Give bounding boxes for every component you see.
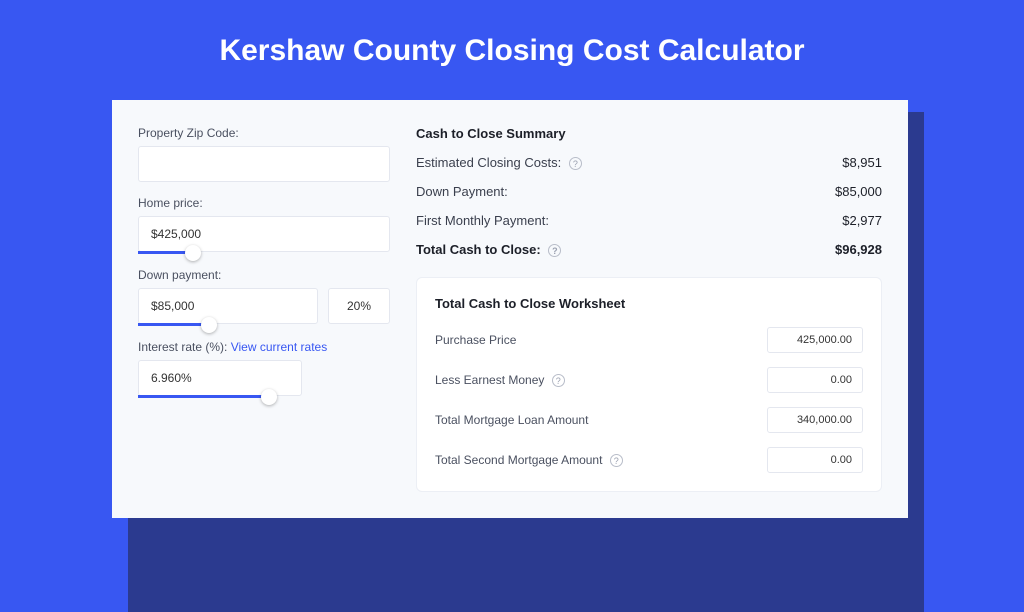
summary-label: First Monthly Payment:	[416, 213, 549, 228]
slider-thumb-icon[interactable]	[185, 245, 201, 261]
home-price-input[interactable]: $425,000	[138, 216, 390, 252]
summary-title: Cash to Close Summary	[416, 126, 882, 141]
worksheet-label: Total Mortgage Loan Amount	[435, 413, 588, 427]
page-title: Kershaw County Closing Cost Calculator	[0, 0, 1024, 92]
zip-input[interactable]	[138, 146, 390, 182]
summary-row-down-payment: Down Payment: $85,000	[416, 184, 882, 199]
down-payment-group: Down payment: $85,000 20%	[138, 268, 390, 326]
worksheet-row-second-mortgage: Total Second Mortgage Amount ? 0.00	[435, 447, 863, 473]
summary-row-closing-costs: Estimated Closing Costs: ? $8,951	[416, 155, 882, 170]
view-rates-link[interactable]: View current rates	[231, 340, 328, 354]
slider-thumb-icon[interactable]	[201, 317, 217, 333]
home-price-group: Home price: $425,000	[138, 196, 390, 254]
down-payment-amount-input[interactable]: $85,000	[138, 288, 318, 324]
worksheet-row-earnest-money: Less Earnest Money ? 0.00	[435, 367, 863, 393]
worksheet-row-loan-amount: Total Mortgage Loan Amount 340,000.00	[435, 407, 863, 433]
summary-label: Estimated Closing Costs:	[416, 155, 561, 170]
summary-value: $2,977	[842, 213, 882, 228]
worksheet-value[interactable]: 340,000.00	[767, 407, 863, 433]
worksheet-value[interactable]: 425,000.00	[767, 327, 863, 353]
worksheet-title: Total Cash to Close Worksheet	[435, 296, 863, 311]
inputs-column: Property Zip Code: Home price: $425,000 …	[138, 126, 390, 492]
worksheet-label: Total Second Mortgage Amount	[435, 453, 602, 467]
interest-rate-label-text: Interest rate (%):	[138, 340, 227, 354]
summary-row-first-payment: First Monthly Payment: $2,977	[416, 213, 882, 228]
help-icon[interactable]: ?	[610, 454, 623, 467]
help-icon[interactable]: ?	[569, 157, 582, 170]
calculator-card: Property Zip Code: Home price: $425,000 …	[112, 100, 908, 518]
worksheet-label: Less Earnest Money	[435, 373, 544, 387]
home-price-slider[interactable]	[138, 251, 193, 254]
summary-total-value: $96,928	[835, 242, 882, 257]
help-icon[interactable]: ?	[552, 374, 565, 387]
summary-total-label: Total Cash to Close:	[416, 242, 541, 257]
slider-thumb-icon[interactable]	[261, 389, 277, 405]
summary-value: $85,000	[835, 184, 882, 199]
interest-rate-group: Interest rate (%): View current rates 6.…	[138, 340, 390, 398]
worksheet-label: Purchase Price	[435, 333, 516, 347]
zip-label: Property Zip Code:	[138, 126, 390, 140]
results-column: Cash to Close Summary Estimated Closing …	[416, 126, 882, 492]
down-payment-label: Down payment:	[138, 268, 390, 282]
summary-block: Cash to Close Summary Estimated Closing …	[416, 126, 882, 257]
help-icon[interactable]: ?	[548, 244, 561, 257]
interest-rate-slider[interactable]	[138, 395, 269, 398]
summary-row-total: Total Cash to Close: ? $96,928	[416, 242, 882, 257]
worksheet-value[interactable]: 0.00	[767, 367, 863, 393]
summary-label: Down Payment:	[416, 184, 508, 199]
worksheet-row-purchase-price: Purchase Price 425,000.00	[435, 327, 863, 353]
down-payment-percent-input[interactable]: 20%	[328, 288, 390, 324]
worksheet-block: Total Cash to Close Worksheet Purchase P…	[416, 277, 882, 492]
worksheet-value[interactable]: 0.00	[767, 447, 863, 473]
zip-group: Property Zip Code:	[138, 126, 390, 182]
interest-rate-input[interactable]: 6.960%	[138, 360, 302, 396]
summary-value: $8,951	[842, 155, 882, 170]
down-payment-slider[interactable]	[138, 323, 209, 326]
interest-rate-label: Interest rate (%): View current rates	[138, 340, 390, 354]
home-price-label: Home price:	[138, 196, 390, 210]
